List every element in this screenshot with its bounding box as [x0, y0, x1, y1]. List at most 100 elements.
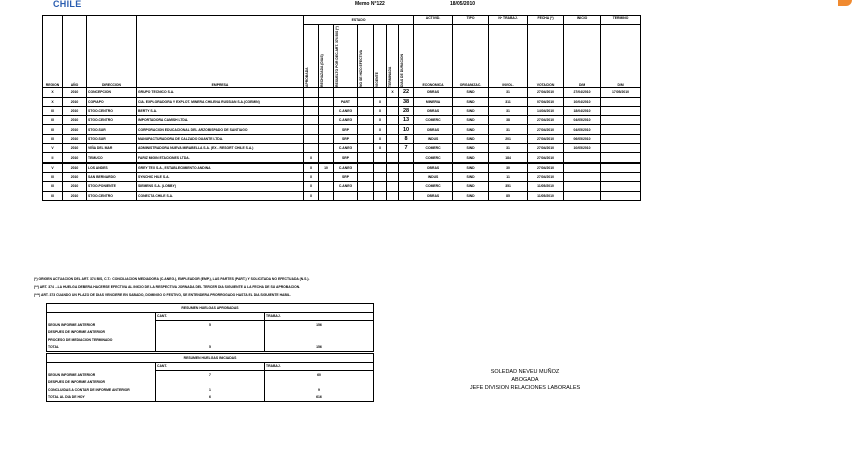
footnotes: (*) ORIGEN ACTUACION DEL ART. 374 BIS, C…: [34, 275, 309, 299]
table-cell: OBRAS: [413, 124, 454, 135]
table-cell: [563, 190, 602, 201]
table-cell: 201: [488, 133, 529, 145]
estado-subheader: APROBADA: [305, 67, 309, 88]
table-cell: 11: [488, 171, 529, 183]
table-cell: BERTY S.A.: [136, 105, 304, 117]
summary-row: DESPUES DE INFORME ANTERIOR: [46, 378, 374, 386]
table-cell: TEMUCO: [86, 152, 137, 164]
table-cell: X: [373, 115, 387, 126]
summary-cell: CONCLUIDAS A CONTAR DE INFORME ANTERIOR: [46, 386, 156, 394]
table-cell: [397, 190, 415, 201]
table-cell: [386, 171, 399, 183]
table-cell: X: [373, 105, 387, 117]
table-cell: 27/04/2010: [563, 87, 602, 98]
table-cell: C.ANEG: [333, 143, 358, 154]
table-cell: COMERC: [413, 152, 454, 164]
table-row: X 2010 CONCEPCION GRUPO TECNICO S.A. X 22 OBRA…: [42, 87, 642, 98]
table-cell: PART: [333, 96, 358, 107]
table-cell: [333, 87, 358, 98]
table-cell: IMPORTADORA CAMISH LTDA.: [136, 115, 304, 126]
table-cell: SIND: [452, 171, 490, 183]
table-cell: IX: [42, 124, 63, 135]
table-cell: 27/04/2010: [527, 152, 565, 164]
table-cell: [357, 115, 374, 126]
table-cell: C.ANEG: [333, 162, 358, 173]
table-cell: GRUPO TECNICO S.A.: [136, 87, 304, 98]
table-cell: 2010: [62, 124, 87, 135]
table-cell: 27/04/2010: [527, 143, 565, 154]
table-cell: SAN BERNARDO: [86, 171, 137, 183]
column-header: D/M: [600, 24, 642, 89]
table-row: X 2010 COPIAPO CIA. EXPLORADORA Y EXPLOT. M…: [42, 96, 642, 107]
table-cell: STGO.SUR: [86, 124, 137, 135]
signature-block: SOLEDAD NEVEU MUÑOZ ABOGADA JEFE DIVISIO…: [440, 368, 610, 392]
table-cell: STGO.CENTRO: [86, 105, 137, 117]
table-cell: [357, 124, 374, 135]
table-cell: VIÑA DEL MAR: [86, 143, 137, 154]
header-text: VOTACION: [536, 83, 555, 88]
table-cell: CONCEPCION: [86, 87, 137, 98]
table-cell: X: [42, 96, 63, 107]
table-cell: [303, 105, 319, 117]
table-cell: [318, 87, 334, 98]
corner-logo: [838, 0, 852, 6]
table-cell: 38: [397, 96, 415, 107]
table-cell: [303, 143, 319, 154]
table-cell: 27/04/2010: [527, 87, 565, 98]
summary-cell: 5: [155, 320, 265, 329]
table-cell: [563, 162, 602, 173]
header-text: INVOL.: [502, 83, 514, 88]
header-text: AÑO: [70, 83, 79, 88]
footnote: (**) ART. 374 ...LA HUELGA DEBERA HACERS…: [34, 285, 301, 289]
table-cell: MANUFACTURADORA DE CALZADO DUANTE LTDA.: [136, 133, 304, 145]
table-cell: COMERC: [413, 115, 454, 126]
table-cell: [600, 105, 642, 117]
table-cell: X: [303, 181, 319, 192]
table-cell: COMERC: [413, 181, 454, 192]
table-cell: II: [42, 152, 63, 164]
table-cell: 85: [488, 190, 529, 201]
column-header: DIRECCION: [86, 14, 137, 89]
table-cell: [386, 115, 399, 126]
table-cell: 28: [397, 105, 415, 117]
table-cell: 10/05/2010: [563, 143, 602, 154]
table-cell: IX: [42, 105, 63, 117]
summary-started-table: RESUMEN HUELGAS INICIADAS CANT. TRABAJ. SE…: [46, 353, 374, 402]
table-cell: [373, 162, 387, 173]
summary-cell: 5: [155, 343, 265, 352]
header-text: D/M: [617, 83, 624, 88]
table-cell: STGO.SUR: [86, 133, 137, 145]
table-cell: OBRAS: [413, 105, 454, 117]
brand-logo: CHILE: [53, 0, 82, 9]
table-cell: [386, 190, 399, 201]
table-cell: 2010: [62, 143, 87, 154]
table-cell: C.ANEG: [333, 115, 358, 126]
summary-cell: 616: [264, 393, 374, 402]
table-cell: SRP: [333, 152, 358, 164]
table-cell: [386, 105, 399, 117]
table-cell: 31: [488, 143, 529, 154]
table-cell: OBRAS: [413, 190, 454, 201]
estado-subheader: TERMINADA: [388, 66, 392, 88]
table-cell: 04/05/2010: [563, 115, 602, 126]
table-cell: [397, 162, 415, 173]
summary-approved-table: RESUMEN HUELGAS APROBADAS CANT. TRABAJ. SE…: [46, 303, 374, 352]
table-cell: [318, 152, 334, 164]
table-cell: CIA. EXPLORADORA Y EXPLOT. MINERA CHILEN…: [136, 96, 304, 107]
table-cell: 07/04/2010: [527, 96, 565, 107]
table-cell: [397, 171, 415, 183]
table-cell: [357, 143, 374, 154]
header-text: EMPRESA: [211, 83, 229, 88]
table-cell: 17/05/2010: [600, 87, 642, 98]
table-cell: 04/05/2010: [563, 124, 602, 135]
summary-cell: PROCESO DE MEDIACION TERMINADO: [46, 336, 156, 344]
table-cell: SIND: [452, 115, 490, 126]
summary-cell: DESPUES DE INFORME ANTERIOR: [46, 328, 156, 336]
table-cell: [303, 87, 319, 98]
table-cell: [600, 96, 642, 107]
summary-cell: [264, 378, 374, 386]
table-cell: IX: [42, 133, 63, 145]
summary-cell: [264, 336, 374, 344]
table-cell: X: [42, 87, 63, 98]
column-header: ECONOMICA: [413, 24, 454, 89]
